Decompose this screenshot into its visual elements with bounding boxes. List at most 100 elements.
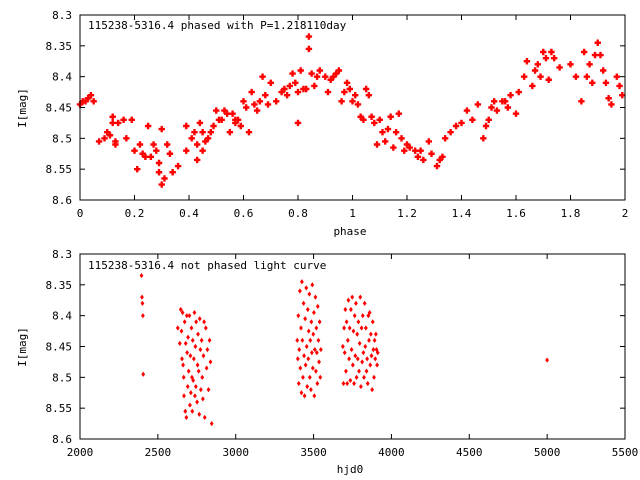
unphased-data-point — [202, 414, 207, 421]
phased-data-point — [390, 144, 397, 151]
unphased-data-point — [188, 390, 193, 396]
phased-data-point — [507, 91, 514, 99]
unphased-data-point — [140, 300, 145, 306]
phased-data-point — [373, 141, 381, 148]
unphased-data-point — [356, 319, 361, 325]
phased-data-point — [188, 135, 195, 142]
phased-y-tick-label: 8.5 — [52, 132, 72, 145]
unphased-x-tick-label: 3000 — [222, 446, 249, 459]
unphased-data-point — [314, 368, 318, 374]
unphased-data-point — [311, 331, 316, 337]
phased-data-point — [433, 162, 441, 170]
phased-x-tick-label: 0.2 — [125, 207, 145, 220]
unphased-data-point — [367, 337, 371, 343]
phased-data-point — [384, 125, 392, 133]
unphased-data-point — [372, 337, 377, 343]
phased-data-point — [523, 58, 531, 65]
unphased-data-point — [308, 337, 313, 343]
unphased-data-point — [368, 331, 373, 337]
unphased-data-point — [301, 300, 306, 306]
phased-x-tick-label: 0.6 — [234, 207, 254, 220]
phased-data-point — [106, 132, 114, 139]
phased-data-point — [365, 91, 373, 99]
unphased-data-point — [299, 325, 303, 331]
phased-data-point — [155, 169, 163, 176]
unphased-data-point — [307, 374, 312, 380]
phased-data-point — [294, 88, 302, 96]
phased-data-point — [262, 91, 269, 99]
phased-data-point — [542, 54, 550, 62]
phased-data-point — [352, 91, 359, 99]
phased-data-point — [520, 73, 528, 80]
phased-data-point — [207, 128, 214, 136]
phased-data-point — [578, 98, 585, 105]
unphased-data-point — [189, 325, 194, 331]
unphased-data-point — [198, 387, 203, 393]
phased-data-point — [512, 110, 520, 117]
unphased-data-point — [341, 380, 346, 387]
phased-data-point — [245, 128, 253, 136]
unphased-data-point — [191, 377, 196, 384]
unphased-data-point — [309, 350, 314, 356]
unphased-data-point — [185, 383, 190, 390]
unphased-data-point — [357, 368, 361, 374]
phased-data-point — [204, 135, 212, 142]
unphased-data-point — [204, 365, 209, 371]
phased-data-point — [131, 147, 138, 154]
unphased-data-point — [139, 272, 144, 279]
unphased-data-point — [316, 337, 321, 343]
phased-data-point — [537, 73, 544, 80]
unphased-data-point — [295, 337, 300, 343]
unphased-data-point — [196, 368, 201, 374]
unphased-data-point — [178, 306, 183, 313]
unphased-data-point — [340, 343, 345, 350]
phased-data-point — [504, 104, 512, 111]
phased-data-point — [153, 147, 160, 154]
unphased-data-point — [365, 380, 370, 387]
phased-data-point — [221, 107, 228, 114]
phased-data-point — [101, 135, 108, 142]
phased-x-tick-label: 0 — [77, 207, 84, 220]
unphased-data-point — [317, 319, 322, 325]
phased-data-point — [414, 153, 422, 161]
phased-data-point — [174, 162, 182, 170]
unphased-data-point — [358, 294, 363, 300]
unphased-data-point — [352, 380, 356, 387]
unphased-data-point — [363, 325, 368, 331]
phased-data-point — [597, 51, 604, 59]
unphased-data-point — [181, 374, 186, 380]
unphased-data-point — [359, 325, 364, 331]
unphased-data-point — [301, 374, 305, 380]
unphased-data-point — [179, 328, 184, 334]
unphased-data-point — [193, 383, 198, 390]
phased-data-point — [120, 116, 127, 124]
unphased-data-point — [310, 365, 315, 371]
phased-x-axis-label: phase — [333, 225, 366, 238]
unphased-data-point — [197, 316, 202, 322]
phased-data-point — [425, 138, 432, 145]
phased-y-tick-label: 8.35 — [46, 40, 73, 53]
unphased-data-point — [184, 313, 189, 319]
phased-data-point — [286, 82, 294, 90]
unphased-data-point — [315, 380, 320, 387]
unphased-data-point — [182, 319, 187, 325]
phased-x-tick-label: 1.4 — [452, 207, 472, 220]
unphased-data-point — [302, 393, 307, 399]
phased-data-point — [112, 141, 119, 148]
unphased-data-point — [196, 331, 200, 337]
phased-data-point — [218, 116, 225, 124]
phased-data-point — [248, 88, 255, 96]
unphased-data-point — [200, 396, 205, 402]
unphased-x-tick-label: 5000 — [534, 446, 561, 459]
phased-data-point — [556, 64, 563, 71]
phased-data-point — [164, 141, 171, 148]
phased-data-point — [311, 82, 318, 90]
unphased-data-point — [185, 350, 190, 356]
phased-data-point — [572, 73, 580, 80]
unphased-data-point — [182, 393, 186, 399]
phased-data-point — [147, 153, 155, 161]
phased-data-point — [191, 128, 198, 136]
phased-data-point — [534, 61, 541, 68]
unphased-data-point — [207, 337, 212, 343]
phased-data-point — [95, 138, 103, 145]
